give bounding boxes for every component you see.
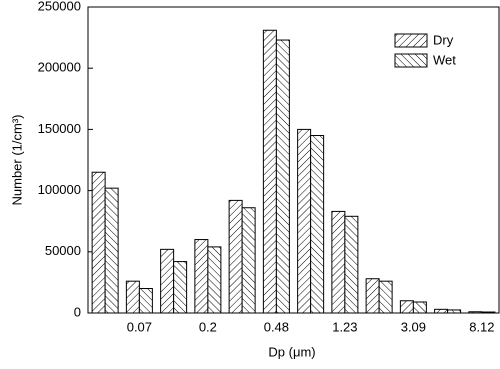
y-tick-label: 100000 xyxy=(38,182,81,197)
bar xyxy=(297,128,312,314)
bar xyxy=(378,280,393,314)
x-axis-label: Dp (μm) xyxy=(268,344,315,359)
y-tick-label: 50000 xyxy=(45,243,81,258)
bar xyxy=(173,261,188,314)
x-tick-label: 8.12 xyxy=(469,319,494,334)
bar xyxy=(310,135,325,314)
bar xyxy=(194,239,209,314)
x-tick-label: 1.23 xyxy=(332,319,357,334)
bar xyxy=(434,308,449,314)
bar xyxy=(447,309,462,314)
bar xyxy=(262,29,277,314)
bar xyxy=(365,278,380,314)
x-tick-label: 0.2 xyxy=(199,319,217,334)
bar xyxy=(207,246,222,314)
x-tick-label: 0.48 xyxy=(264,319,289,334)
y-tick-label: 250000 xyxy=(38,0,81,13)
x-tick-label: 3.09 xyxy=(401,319,426,334)
legend-swatch xyxy=(394,53,428,68)
bar xyxy=(138,288,153,314)
bar xyxy=(481,311,496,314)
bar xyxy=(399,300,414,314)
bar xyxy=(275,39,290,314)
bar xyxy=(468,311,483,314)
bar xyxy=(91,171,106,314)
bar xyxy=(160,248,175,314)
legend-swatch xyxy=(394,33,428,48)
x-tick-label: 0.07 xyxy=(127,319,152,334)
legend-label: Wet xyxy=(433,52,456,67)
bar xyxy=(412,301,427,314)
y-tick-label: 0 xyxy=(74,304,81,319)
y-axis-label: Number (1/cm³) xyxy=(9,114,24,205)
legend-label: Dry xyxy=(433,32,454,47)
y-tick-label: 150000 xyxy=(38,121,81,136)
bar xyxy=(104,187,119,314)
plot-frame xyxy=(87,6,500,314)
bar xyxy=(125,280,140,314)
bar xyxy=(228,199,243,314)
bar xyxy=(344,215,359,314)
y-tick-label: 200000 xyxy=(38,60,81,75)
bar xyxy=(241,207,256,314)
bar xyxy=(331,210,346,314)
